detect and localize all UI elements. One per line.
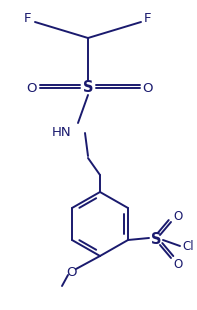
Text: O: O xyxy=(67,265,77,278)
Text: S: S xyxy=(151,232,161,247)
Text: O: O xyxy=(27,82,37,95)
Text: O: O xyxy=(173,258,183,271)
Text: O: O xyxy=(173,210,183,223)
Text: F: F xyxy=(144,11,152,24)
Text: HN: HN xyxy=(52,126,72,140)
Text: Cl: Cl xyxy=(182,240,194,253)
Text: S: S xyxy=(83,81,93,95)
Text: O: O xyxy=(143,82,153,95)
Text: F: F xyxy=(24,11,32,24)
